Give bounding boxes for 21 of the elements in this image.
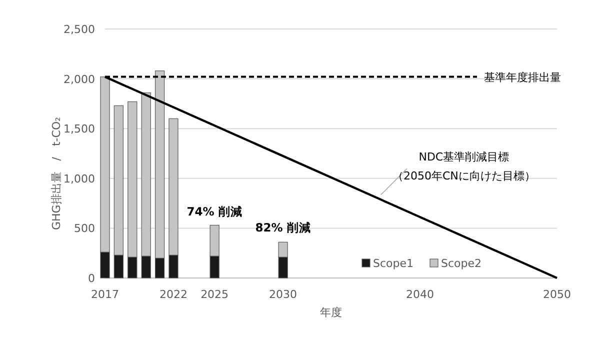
x-tick-label: 2022 — [159, 288, 188, 301]
legend-label: Scope2 — [441, 257, 482, 270]
x-axis-title: 年度 — [320, 306, 342, 319]
annotation: 74% 削減 — [186, 204, 242, 219]
x-tick-label: 2017 — [91, 288, 119, 301]
x-tick-label: 2025 — [200, 288, 229, 301]
y-tick-label: 500 — [74, 222, 95, 236]
x-tick-label: 2050 — [543, 288, 571, 301]
y-axis-title: GHG排出量 / t-CO₂ — [50, 116, 63, 230]
x-tick-label: 2040 — [406, 288, 434, 301]
annotation: （2050年CNに向けた目標） — [392, 170, 536, 183]
y-tick-label: 2,000 — [64, 72, 95, 86]
ref-line-label: 基準年度排出量 — [484, 70, 561, 84]
y-tick-label: 1,500 — [64, 122, 95, 136]
y-tick-label: 1,000 — [64, 172, 95, 186]
y-tick-label: 0 — [88, 272, 95, 285]
annotation: 82% 削減 — [255, 220, 311, 235]
annotation: NDC基準削減目標 — [418, 150, 510, 164]
x-tick-label: 2030 — [269, 288, 298, 301]
y-tick-label: 2,500 — [64, 23, 95, 36]
legend-label: Scope1 — [373, 257, 414, 270]
